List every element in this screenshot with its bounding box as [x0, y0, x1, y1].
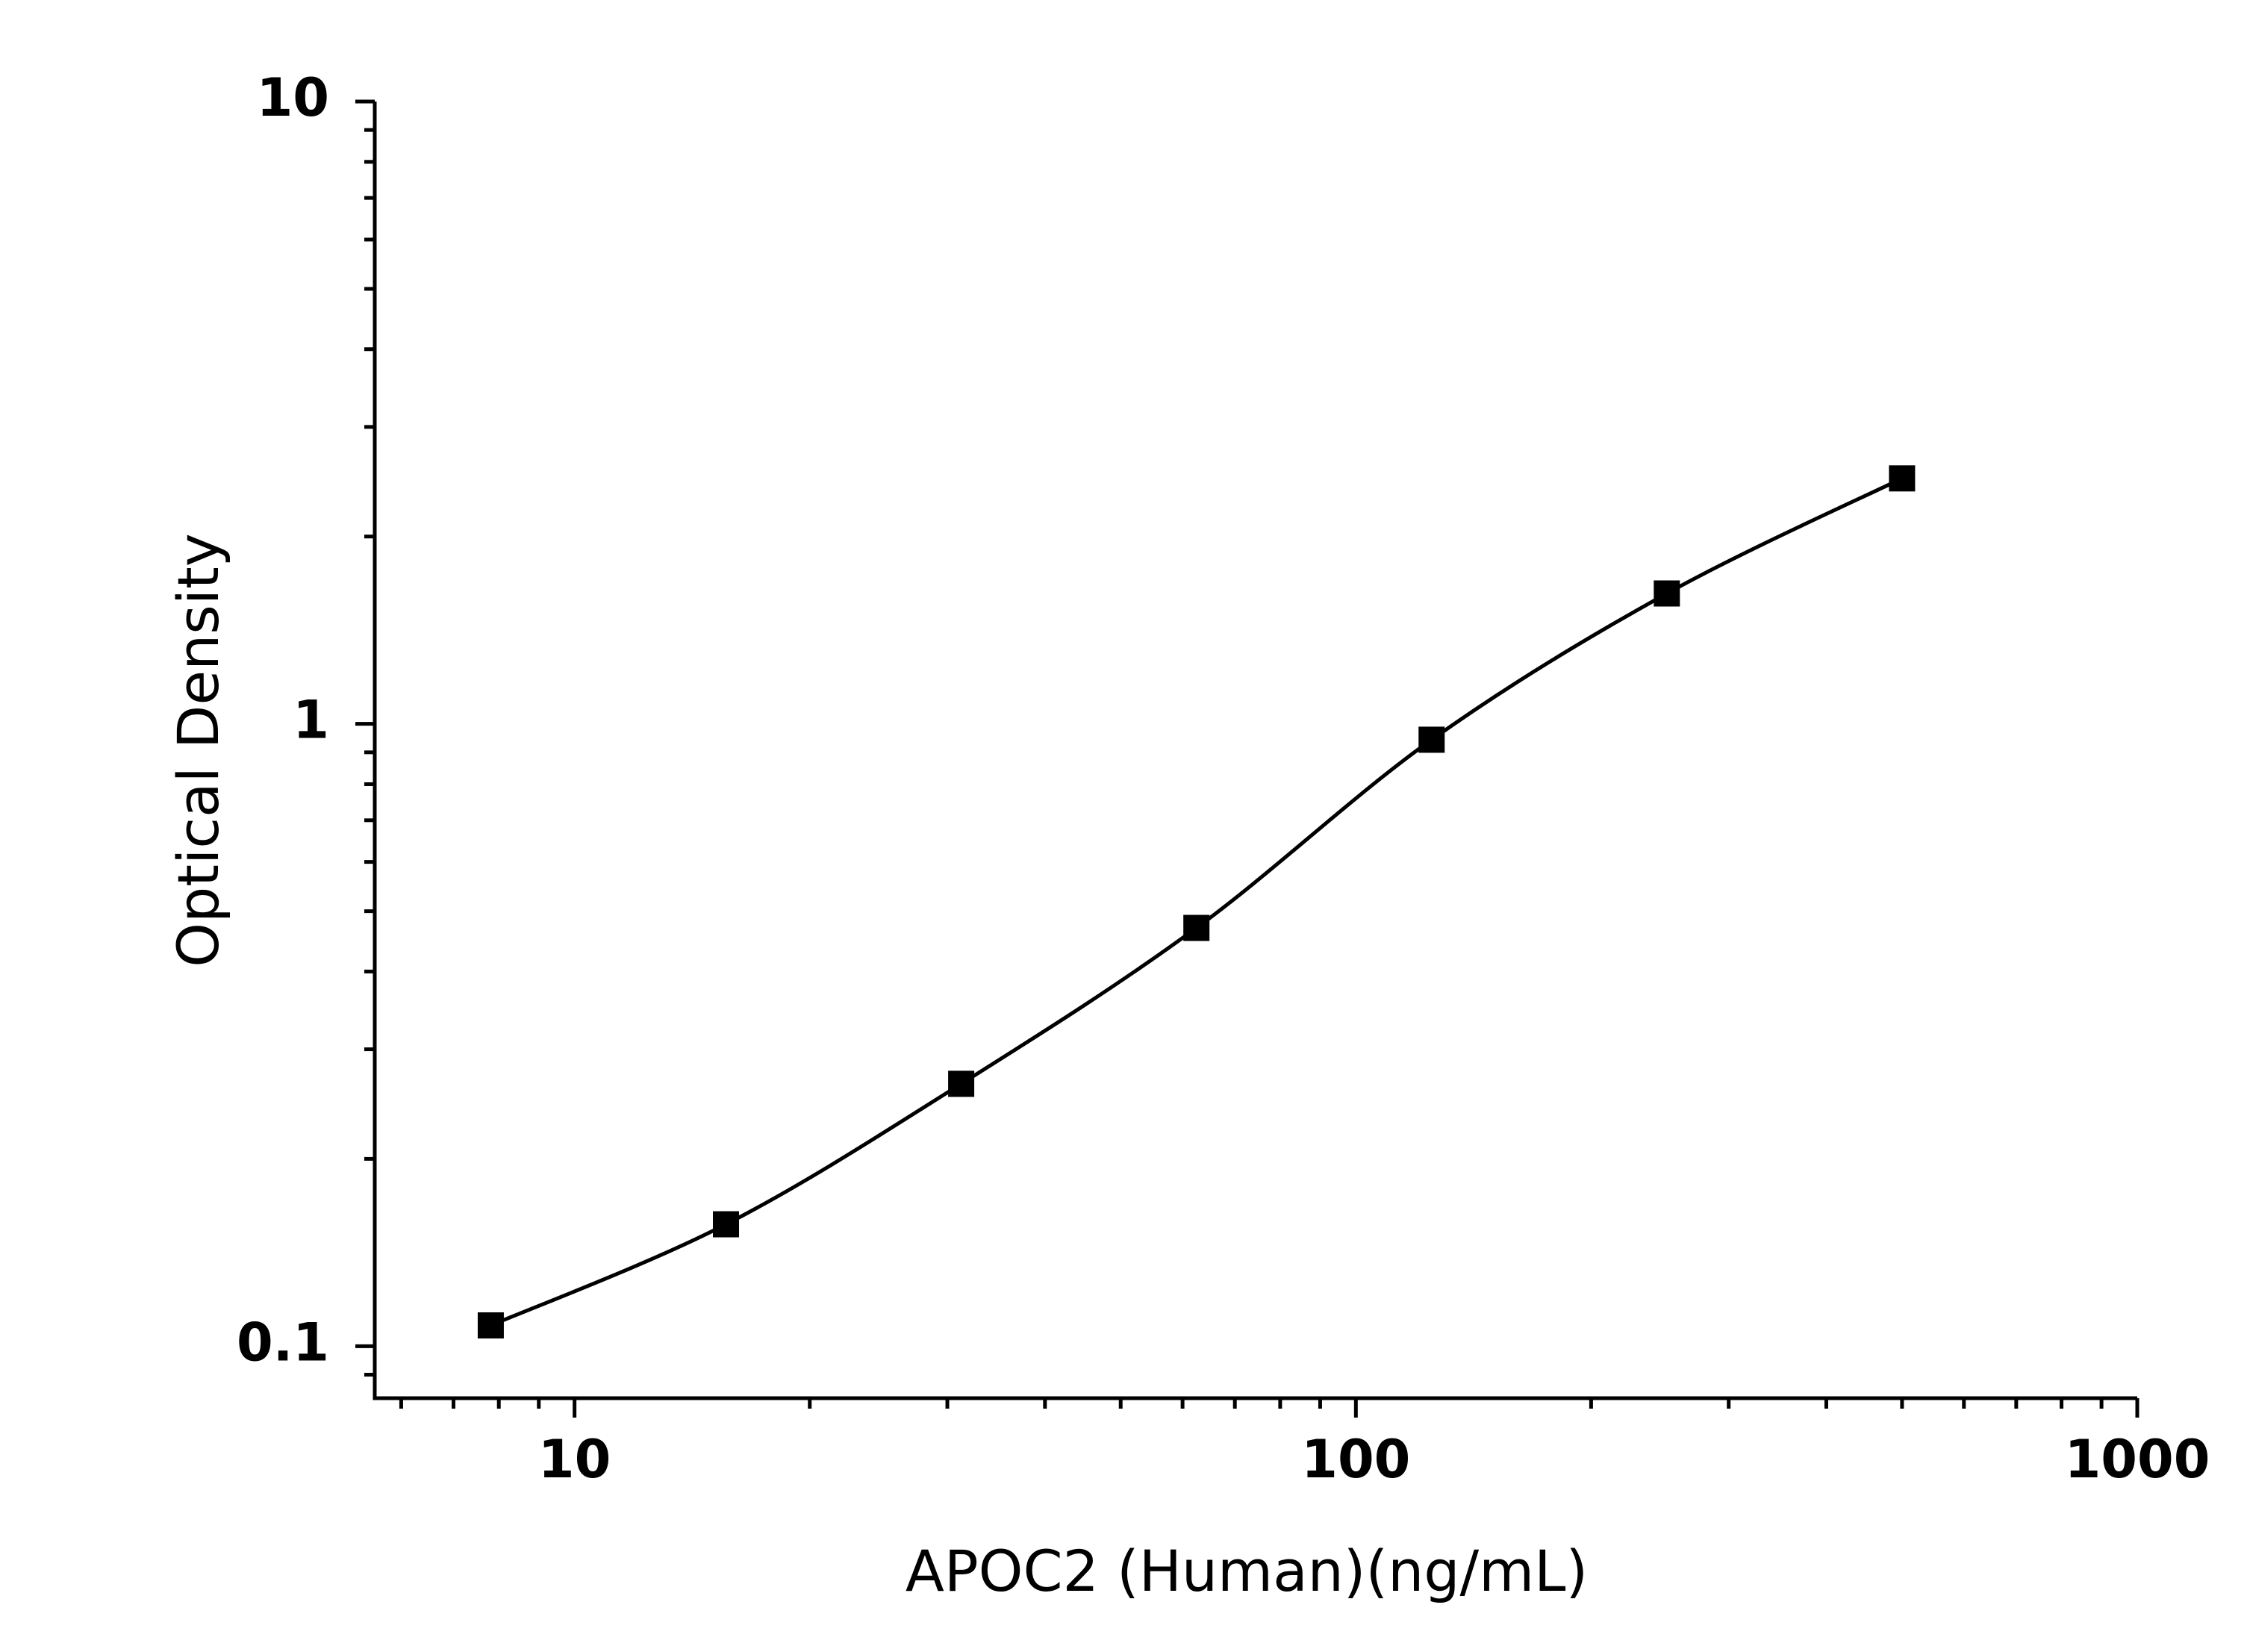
data-point — [477, 1312, 504, 1338]
y-tick-label: 10 — [257, 67, 329, 128]
x-tick-label: 1000 — [2065, 1429, 2210, 1490]
data-point — [1418, 726, 1445, 753]
y-tick-label: 1 — [293, 690, 329, 751]
data-point — [713, 1211, 740, 1238]
x-axis-title: APOC2 (Human)(ng/mL) — [906, 1538, 1588, 1604]
data-point — [948, 1070, 975, 1097]
x-tick-label: 10 — [538, 1429, 611, 1490]
data-point — [1889, 465, 1916, 492]
data-point — [1654, 580, 1680, 607]
y-tick-label: 0.1 — [237, 1312, 329, 1373]
y-axis-title: Optical Density — [165, 533, 231, 967]
fit-curve — [490, 476, 1904, 1327]
data-point — [1183, 914, 1210, 941]
x-tick-label: 100 — [1301, 1429, 1410, 1490]
